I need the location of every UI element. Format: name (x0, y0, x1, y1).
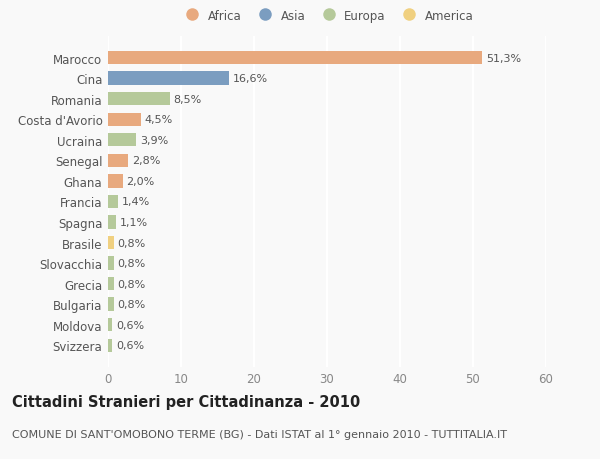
Bar (108, 52, 482, 65)
Text: 0,8%: 0,8% (118, 279, 146, 289)
Bar (108, 298, 114, 311)
Bar (108, 154, 128, 168)
Text: 2,8%: 2,8% (132, 156, 160, 166)
Bar (108, 257, 114, 270)
Bar (108, 195, 118, 209)
Legend: Africa, Asia, Europa, America: Africa, Asia, Europa, America (181, 10, 473, 22)
Bar (108, 134, 136, 147)
Bar (108, 72, 229, 85)
Text: 1,1%: 1,1% (119, 218, 148, 228)
Text: 2,0%: 2,0% (126, 176, 155, 186)
Text: COMUNE DI SANT'OMOBONO TERME (BG) - Dati ISTAT al 1° gennaio 2010 - TUTTITALIA.I: COMUNE DI SANT'OMOBONO TERME (BG) - Dati… (12, 429, 507, 439)
Text: 0,8%: 0,8% (118, 258, 146, 269)
Text: 16,6%: 16,6% (233, 74, 268, 84)
Text: 8,5%: 8,5% (174, 95, 202, 104)
Bar (108, 175, 122, 188)
Text: 51,3%: 51,3% (486, 53, 521, 63)
Bar (108, 277, 114, 291)
Text: 0,8%: 0,8% (118, 300, 146, 309)
Text: 0,6%: 0,6% (116, 341, 144, 351)
Bar (108, 236, 114, 250)
Bar (108, 93, 170, 106)
Text: Cittadini Stranieri per Cittadinanza - 2010: Cittadini Stranieri per Cittadinanza - 2… (12, 394, 360, 409)
Text: 1,4%: 1,4% (122, 197, 150, 207)
Bar (108, 113, 141, 127)
Bar (108, 216, 116, 229)
Bar (108, 339, 112, 352)
Text: 0,6%: 0,6% (116, 320, 144, 330)
Text: 4,5%: 4,5% (145, 115, 173, 125)
Bar (108, 319, 112, 332)
Text: 3,9%: 3,9% (140, 135, 169, 146)
Text: 0,8%: 0,8% (118, 238, 146, 248)
